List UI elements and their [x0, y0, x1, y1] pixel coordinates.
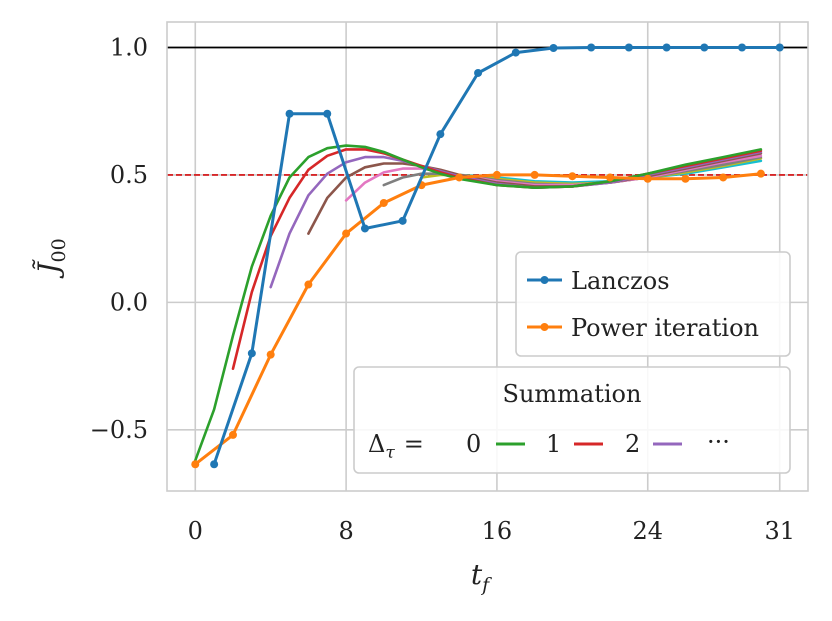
lanczos-point: [775, 43, 784, 52]
power-iteration-point: [530, 170, 539, 179]
lanczos-point: [511, 48, 520, 57]
lanczos-point: [210, 460, 219, 469]
plot-frame: [166, 21, 809, 492]
power-iteration-point: [756, 169, 765, 178]
lanczos-point: [587, 43, 596, 52]
series-lanczos: [210, 43, 784, 469]
legend-delta-tau-label: Δτ =: [368, 430, 424, 463]
power-iteration-point: [228, 430, 237, 439]
legend-power-marker: [540, 323, 549, 331]
power-iteration-point: [342, 229, 351, 238]
power-iteration-point: [304, 280, 313, 289]
power-iteration-point: [379, 198, 388, 207]
power-iteration-point: [643, 174, 652, 183]
x-tick-label: 0: [188, 517, 203, 545]
legend-delta-tau-subscript: τ: [385, 443, 395, 463]
legend-summation-title: Summation: [503, 380, 642, 408]
legend-main: Lanczos Power iteration: [515, 251, 791, 357]
legend-equals-sign: =: [404, 430, 424, 458]
legend-summation: Summation Δτ = 0 1 2 ···: [353, 366, 791, 474]
power-iteration-point: [492, 170, 501, 179]
power-iteration-point: [455, 173, 464, 182]
y-tick-label: 0.0: [110, 288, 148, 316]
x-tick-label: 24: [632, 517, 663, 545]
lanczos-point: [549, 43, 558, 52]
legend-main-frame: [515, 251, 791, 357]
lanczos-point: [398, 216, 407, 225]
x-tick-label: 16: [482, 517, 513, 545]
lanczos-point: [474, 68, 483, 77]
lanczos-point: [360, 224, 369, 233]
power-iteration-point: [568, 172, 577, 181]
lanczos-point: [247, 349, 256, 358]
x-axis-label: tf: [471, 558, 492, 596]
lanczos-point: [624, 43, 633, 52]
lanczos-point: [285, 109, 294, 118]
legend-summation-frame: [353, 366, 791, 474]
power-iteration-point: [606, 173, 615, 182]
tick-labels: 0 8 16 24 31 1.0 0.5 0.0 −0.5: [90, 33, 795, 545]
y-axis-label-subscript: 00: [48, 238, 70, 262]
y-tick-label: 1.0: [110, 33, 148, 61]
x-tick-label: 8: [338, 517, 353, 545]
legend-power-label: Power iteration: [571, 314, 759, 342]
legend-lanczos-label: Lanczos: [571, 267, 670, 295]
power-iteration-point: [681, 174, 690, 183]
power-iteration-point: [266, 350, 275, 359]
lanczos-point: [323, 109, 332, 118]
lanczos-point: [436, 130, 445, 139]
legend-delta-2-label: 2: [625, 430, 640, 458]
y-axis-label: J̃00: [32, 238, 70, 278]
power-iteration-line: [193, 172, 763, 466]
legend-delta-1-label: 1: [546, 430, 561, 458]
legend-lanczos-marker: [540, 276, 549, 284]
series-power-iteration: [191, 169, 765, 469]
power-iteration-point: [191, 460, 200, 469]
power-iteration-point: [719, 173, 728, 182]
y-tick-label: 0.5: [110, 161, 148, 189]
y-tick-label: −0.5: [90, 416, 148, 444]
main-series: [191, 43, 784, 469]
x-axis-label-subscript: f: [480, 574, 492, 596]
lanczos-point: [738, 43, 747, 52]
legend-ellipsis: ···: [707, 428, 730, 456]
legend-delta-0-label: 0: [466, 430, 481, 458]
lanczos-point: [700, 43, 709, 52]
lanczos-line: [212, 46, 782, 466]
x-tick-label: 31: [764, 517, 795, 545]
lanczos-point: [662, 43, 671, 52]
